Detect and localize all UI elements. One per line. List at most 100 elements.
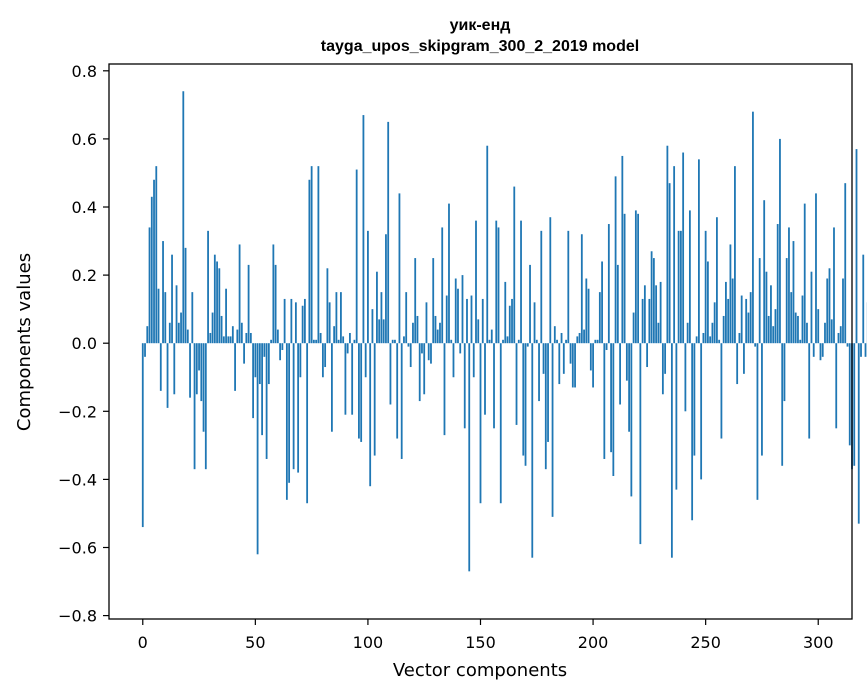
bar — [317, 166, 320, 344]
y-tick-label: −0.8 — [58, 607, 97, 626]
bar — [749, 292, 752, 344]
bar — [842, 278, 844, 344]
bar — [434, 315, 437, 344]
bar — [400, 343, 403, 459]
bar — [385, 234, 387, 344]
bar — [342, 336, 345, 344]
bar — [704, 230, 707, 344]
bar — [707, 261, 709, 344]
bar — [430, 343, 432, 364]
bar — [466, 298, 468, 344]
bar — [452, 343, 455, 378]
bar — [855, 149, 858, 344]
bar — [716, 217, 718, 344]
bar — [700, 343, 703, 480]
bar — [328, 302, 331, 344]
bar — [389, 343, 392, 405]
bar — [632, 312, 635, 344]
bar — [801, 295, 804, 344]
bar — [418, 343, 421, 402]
x-axis-ticks: 0 50 100 150 200 250 300 — [138, 619, 834, 652]
x-tick-label: 250 — [690, 633, 721, 652]
bar — [812, 343, 815, 357]
bar — [308, 179, 311, 344]
bar — [207, 230, 209, 344]
bar — [817, 309, 820, 344]
bar — [772, 326, 775, 344]
bar — [439, 322, 441, 344]
bar — [740, 295, 743, 344]
bar — [182, 91, 185, 344]
bar — [461, 275, 464, 344]
bar — [371, 309, 374, 344]
bar — [362, 115, 365, 344]
bar — [675, 343, 678, 490]
bar — [238, 244, 241, 344]
bar — [144, 343, 146, 357]
bar — [806, 322, 808, 344]
bar — [639, 343, 642, 545]
y-tick-label: 0.6 — [72, 130, 97, 149]
bar — [459, 343, 462, 354]
x-tick-label: 150 — [465, 633, 496, 652]
bar — [263, 343, 266, 357]
bar — [544, 343, 547, 470]
bar — [423, 343, 426, 395]
bar — [745, 298, 748, 344]
bar — [265, 343, 268, 459]
bar — [198, 343, 200, 371]
bar — [310, 166, 313, 344]
bar — [666, 145, 669, 344]
bar — [355, 169, 358, 344]
bar — [349, 332, 351, 344]
bar — [285, 343, 288, 500]
bar — [792, 241, 795, 344]
bar — [607, 224, 610, 344]
bar — [698, 159, 700, 344]
bar — [835, 343, 838, 429]
bar — [369, 343, 372, 487]
bar — [542, 343, 545, 374]
bar — [324, 343, 327, 368]
bar — [562, 343, 565, 374]
bar — [508, 305, 511, 344]
bar — [648, 298, 651, 344]
bar — [756, 343, 759, 500]
bar — [405, 292, 408, 344]
bar — [236, 329, 239, 344]
bar — [373, 343, 376, 456]
bar — [779, 138, 781, 344]
bar — [195, 343, 198, 395]
bar — [556, 339, 558, 344]
bar — [815, 193, 817, 344]
bar — [630, 343, 633, 497]
bar — [661, 343, 664, 395]
bar — [734, 166, 736, 344]
bar — [346, 343, 349, 354]
bar — [765, 271, 768, 344]
bar — [252, 343, 254, 419]
bar — [824, 322, 826, 344]
bar — [488, 339, 491, 344]
bar — [628, 343, 630, 432]
bar — [234, 343, 236, 391]
y-tick-label: 0.2 — [72, 266, 97, 285]
bar — [574, 343, 576, 388]
bar — [189, 343, 191, 398]
bar — [616, 264, 619, 344]
bar — [837, 332, 840, 344]
bar — [261, 343, 263, 436]
bar — [578, 332, 581, 344]
bar — [243, 343, 245, 364]
bar — [499, 343, 502, 504]
bar — [752, 111, 754, 344]
bar — [249, 332, 252, 344]
x-tick-label: 50 — [245, 633, 265, 652]
bar — [211, 312, 214, 344]
bar — [378, 319, 381, 344]
bar — [340, 292, 342, 344]
bar — [515, 343, 518, 425]
y-tick-label: −0.2 — [58, 402, 97, 421]
bar — [819, 343, 822, 361]
bar — [227, 336, 230, 344]
